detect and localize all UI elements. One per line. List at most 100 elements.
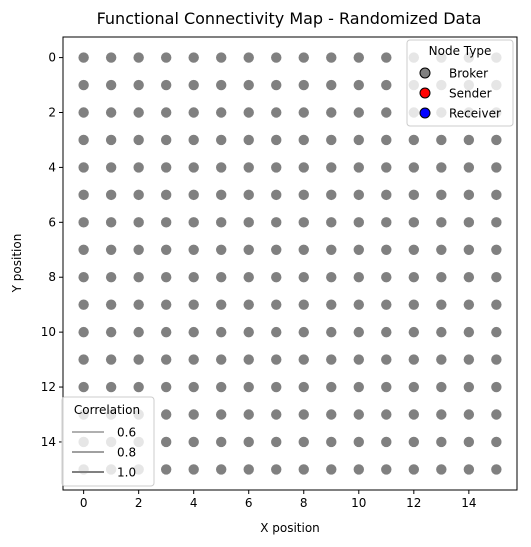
node-point	[298, 79, 309, 91]
node-point	[243, 189, 254, 201]
y-tick-label: 8	[48, 270, 56, 284]
node-point	[271, 52, 282, 63]
y-tick-label: 12	[41, 380, 56, 394]
node-point	[271, 107, 282, 118]
node-point	[463, 162, 475, 173]
node-point	[105, 52, 117, 63]
node-point	[436, 299, 447, 310]
node-point	[436, 134, 447, 146]
node-point	[326, 299, 337, 310]
legend-node-type: Node Type Broker Sender Receiver	[406, 39, 514, 127]
node-point	[326, 52, 337, 63]
node-point	[491, 326, 502, 338]
node-point	[133, 244, 144, 255]
legend-node-type-title: Node Type	[429, 44, 492, 58]
node-point	[271, 436, 282, 448]
node-point	[216, 134, 227, 146]
node-point	[408, 436, 420, 448]
node-point	[298, 107, 309, 118]
node-point	[243, 299, 254, 310]
node-point	[243, 464, 254, 475]
x-tick-label: 4	[190, 496, 198, 510]
node-point	[298, 326, 309, 338]
node-point	[160, 272, 172, 283]
node-point	[298, 381, 309, 393]
node-point	[133, 217, 144, 228]
node-point	[133, 381, 144, 393]
x-tick-label: 2	[135, 496, 143, 510]
node-point	[188, 272, 199, 283]
node-point	[105, 299, 117, 310]
node-point	[298, 299, 309, 310]
node-point	[133, 79, 144, 91]
node-point	[353, 244, 364, 255]
node-point	[243, 409, 254, 420]
node-point	[381, 272, 392, 283]
node-point	[160, 436, 172, 448]
node-point	[216, 354, 227, 365]
node-point	[326, 217, 337, 228]
node-point	[78, 326, 89, 338]
node-point	[353, 162, 364, 173]
node-point	[188, 299, 199, 310]
node-point	[326, 244, 337, 255]
node-point	[188, 354, 199, 365]
node-point	[298, 409, 309, 420]
legend-node-label: Sender	[449, 87, 492, 101]
x-tick-label: 8	[300, 496, 308, 510]
node-point	[105, 134, 117, 146]
node-point	[105, 107, 117, 118]
node-point	[271, 464, 282, 475]
node-point	[271, 189, 282, 201]
node-point	[326, 436, 337, 448]
node-point	[353, 381, 364, 393]
node-point	[216, 52, 227, 63]
x-axis: 0 2 4 6 8 10 12 14	[80, 490, 476, 510]
node-point	[491, 217, 502, 228]
node-point	[105, 381, 117, 393]
node-point	[381, 464, 392, 475]
node-point	[408, 299, 420, 310]
node-point	[463, 217, 475, 228]
node-point	[326, 381, 337, 393]
node-point	[188, 162, 199, 173]
node-point	[436, 354, 447, 365]
node-point	[381, 326, 392, 338]
node-point	[243, 354, 254, 365]
node-point	[463, 244, 475, 255]
node-point	[463, 272, 475, 283]
legend-correlation-label: 0.8	[117, 446, 136, 460]
node-point	[188, 134, 199, 146]
node-point	[353, 436, 364, 448]
node-point	[271, 326, 282, 338]
node-point	[188, 52, 199, 63]
node-point	[298, 464, 309, 475]
node-point	[243, 272, 254, 283]
node-point	[216, 272, 227, 283]
x-tick-label: 0	[80, 496, 88, 510]
node-point	[353, 79, 364, 91]
node-point	[353, 354, 364, 365]
node-point	[381, 354, 392, 365]
node-point	[353, 134, 364, 146]
node-point	[381, 381, 392, 393]
y-axis: 0 2 4 6 8 10 12 14	[41, 51, 63, 449]
plot-frame	[62, 36, 518, 491]
node-point	[160, 354, 172, 365]
node-point	[78, 299, 89, 310]
node-point	[271, 409, 282, 420]
node-point	[491, 354, 502, 365]
node-point	[160, 79, 172, 91]
node-point	[436, 464, 447, 475]
node-point	[408, 354, 420, 365]
node-point	[133, 326, 144, 338]
node-point	[298, 436, 309, 448]
node-point	[408, 381, 420, 393]
node-point	[326, 326, 337, 338]
node-point	[491, 409, 502, 420]
node-point	[381, 189, 392, 201]
legend-correlation-box	[61, 396, 155, 487]
node-point	[463, 436, 475, 448]
node-point	[408, 409, 420, 420]
node-point	[243, 162, 254, 173]
